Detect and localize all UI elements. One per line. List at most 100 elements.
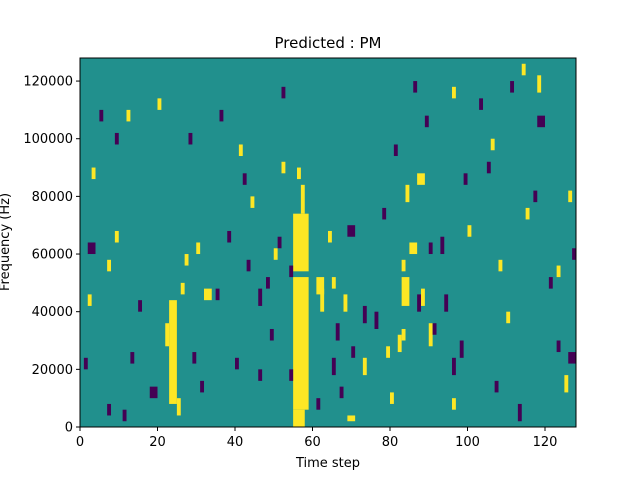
heatmap-cell-40 <box>328 230 332 243</box>
heatmap-cell-81 <box>463 173 468 185</box>
heatmap-cell-21 <box>421 288 425 306</box>
heatmap-cell-37 <box>176 398 181 416</box>
heatmap-cell-35 <box>91 167 96 180</box>
heatmap-cell-92 <box>219 109 224 122</box>
heatmap-cell-28 <box>238 144 243 157</box>
heatmap-cell-32 <box>126 109 131 122</box>
x-tick-label: 40 <box>227 435 244 450</box>
heatmap-cell-29 <box>250 196 255 208</box>
heatmap-cell-24 <box>525 207 530 220</box>
heatmap-cell-88 <box>246 259 251 272</box>
heatmap-cell-96 <box>83 357 88 370</box>
heatmap-cell-68 <box>289 369 294 381</box>
x-tick-label: 80 <box>382 435 399 450</box>
heatmap-cell-82 <box>362 305 367 324</box>
heatmap-cell-59 <box>537 115 545 128</box>
heatmap-cell-61 <box>87 242 96 255</box>
heatmap-cell-17 <box>316 277 325 295</box>
x-axis-label: Time step <box>295 456 360 471</box>
heatmap-cell-0 <box>293 213 309 272</box>
heatmap-cell-101 <box>242 173 247 185</box>
chart-title: Predicted : PM <box>275 34 382 52</box>
heatmap-cell-83 <box>351 346 356 358</box>
x-tick-label: 100 <box>455 435 480 450</box>
heatmap-cell-80 <box>556 340 561 353</box>
heatmap-cell-56 <box>413 81 418 93</box>
heatmap-cell-55 <box>331 357 336 376</box>
heatmap-cell-106 <box>533 190 538 203</box>
heatmap-cell-45 <box>568 190 573 203</box>
heatmap-cell-49 <box>452 398 456 410</box>
heatmap-cell-99 <box>138 300 143 312</box>
heatmap-cell-15 <box>401 328 406 341</box>
heatmap-cell-7 <box>204 288 212 301</box>
heatmap-cell-102 <box>277 236 282 249</box>
heatmap-cell-107 <box>548 277 553 289</box>
y-tick-label: 20000 <box>32 363 73 378</box>
heatmap-cell-73 <box>432 323 437 335</box>
heatmap-cell-14 <box>405 184 410 203</box>
heatmap-cell-60 <box>479 98 484 110</box>
heatmap-cell-26 <box>490 138 495 151</box>
heatmap-cell-70 <box>417 294 422 312</box>
heatmap-cell-74 <box>444 294 449 312</box>
y-axis-ticks: 0 20000 40000 60000 80000 100000 120000 <box>23 75 80 436</box>
heatmap-cell-53 <box>335 323 340 341</box>
x-axis-ticks: 0 20 40 60 80 100 120 <box>76 427 558 450</box>
heatmap-cell-48 <box>331 277 336 289</box>
heatmap-cell-20 <box>362 357 367 376</box>
heatmap-cell-89 <box>192 352 197 364</box>
heatmap-cell-72 <box>440 236 445 255</box>
heatmap-cell-108 <box>494 380 499 393</box>
heatmap-cell-86 <box>215 288 220 301</box>
y-tick-label: 80000 <box>32 190 73 205</box>
heatmap-cell-38 <box>196 242 201 255</box>
heatmap-cell-105 <box>486 161 491 174</box>
heatmap-cell-94 <box>114 132 119 145</box>
heatmap-cell-23 <box>521 63 526 76</box>
heatmap-cell-41 <box>386 346 391 358</box>
heatmap-cell-58 <box>510 81 515 93</box>
y-tick-label: 0 <box>65 421 73 436</box>
heatmap-cell-76 <box>459 340 464 358</box>
x-tick-label: 120 <box>533 435 558 450</box>
heatmap-cell-44 <box>556 265 561 278</box>
heatmap-cell-31 <box>157 98 162 110</box>
heatmap-cell-2 <box>300 184 305 214</box>
heatmap-cell-8 <box>184 254 189 266</box>
heatmap-cell-84 <box>374 311 379 329</box>
heatmap-cell-1 <box>293 277 309 410</box>
y-axis-label: Frequency (Hz) <box>0 193 13 291</box>
heatmap-cell-104 <box>393 144 398 157</box>
heatmap-cell-3 <box>297 167 301 180</box>
heatmap-cell-71 <box>428 242 433 255</box>
heatmap-cell-90 <box>200 380 205 393</box>
heatmap-cell-100 <box>227 230 232 243</box>
heatmap-cell-77 <box>517 403 522 422</box>
heatmap-cell-36 <box>107 259 112 272</box>
heatmap-cell-27 <box>498 259 503 272</box>
y-tick-label: 120000 <box>23 75 73 90</box>
heatmap-cell-51 <box>564 375 569 393</box>
heatmap-cell-103 <box>382 207 387 220</box>
heatmap-cell-75 <box>452 357 456 376</box>
heatmap-cell-4 <box>169 300 177 404</box>
heatmap-cell-67 <box>289 265 294 278</box>
heatmap-cell-39 <box>273 248 278 260</box>
heatmap-cell-63 <box>130 352 135 364</box>
heatmap-cell-12 <box>409 242 418 255</box>
heatmap-cell-25 <box>452 86 456 99</box>
heatmap-cell-42 <box>390 392 394 404</box>
heatmap-cell-78 <box>572 248 577 260</box>
heatmap-cell-79 <box>568 352 576 364</box>
x-tick-label: 0 <box>76 435 84 450</box>
plot-frame <box>79 57 577 428</box>
heatmap-cell-46 <box>293 409 305 427</box>
heatmap-cell-64 <box>258 288 263 306</box>
x-tick-label: 20 <box>149 435 166 450</box>
heatmap-cell-91 <box>188 132 193 145</box>
heatmap-cell-47 <box>281 161 286 174</box>
heatmap-cell-30 <box>343 294 348 312</box>
heatmap-cell-11 <box>401 259 406 272</box>
